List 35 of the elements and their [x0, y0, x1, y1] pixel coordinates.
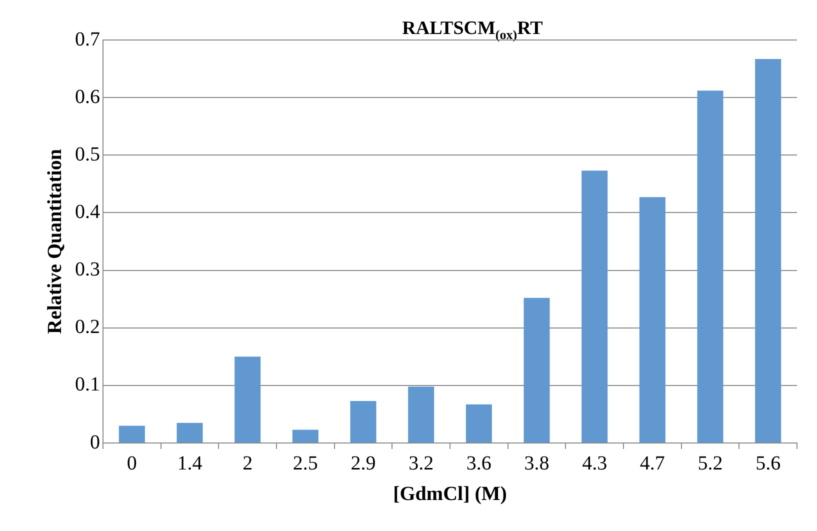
y-tick-label: 0.4 [75, 200, 100, 223]
bar [176, 422, 203, 442]
y-axis-title: Relative Quantitation [44, 149, 66, 334]
x-tick-label: 3.2 [408, 452, 434, 474]
x-tick-label: 3.6 [466, 452, 492, 474]
x-tick-label: 5.6 [756, 452, 781, 474]
bar [524, 298, 550, 442]
x-tick-label: 2 [242, 452, 253, 474]
y-tick-label: 0 [90, 431, 100, 454]
y-tick-label: 0.2 [75, 316, 100, 338]
y-tick-label: 0.1 [75, 374, 100, 396]
bar [697, 90, 724, 442]
y-tick-label: 0.5 [75, 143, 100, 166]
y-tick-label: 0.6 [75, 86, 100, 108]
x-tick-label: 2.5 [292, 452, 318, 474]
bar [582, 170, 608, 442]
bar [118, 426, 145, 442]
bar [755, 59, 782, 442]
x-tick-label: 4.3 [582, 452, 608, 474]
bar [350, 400, 376, 442]
bar [639, 197, 666, 442]
x-tick-label: 2.9 [350, 452, 376, 474]
x-tick-label: 1.4 [177, 452, 202, 474]
bar [234, 356, 261, 442]
bar [466, 404, 492, 442]
x-tick-label: 3.8 [524, 452, 550, 474]
y-tick-label: 0.7 [75, 28, 100, 50]
x-axis-title: [GdmCl] (M) [393, 483, 507, 506]
bar [292, 430, 318, 442]
y-tick-label: 0.3 [75, 258, 100, 281]
x-tick-label: 0 [126, 452, 137, 474]
chart-title: RALTSCM$_{(ox)}$RT [401, 18, 544, 43]
bar [408, 386, 434, 442]
x-tick-label: 4.7 [640, 452, 665, 474]
x-tick-label: 5.2 [698, 452, 723, 474]
